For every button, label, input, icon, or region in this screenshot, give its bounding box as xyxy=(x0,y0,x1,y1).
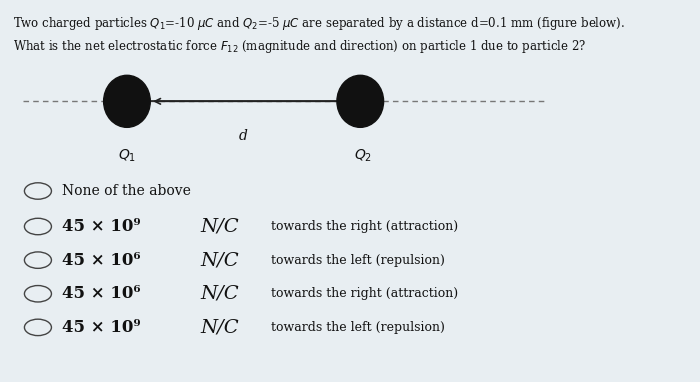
Text: towards the left (repulsion): towards the left (repulsion) xyxy=(267,254,444,267)
Text: 45 × 10⁶: 45 × 10⁶ xyxy=(62,252,147,269)
Text: Two charged particles $Q_1$=-10 $\mu C$ and $Q_2$=-5 $\mu C$ are separated by a : Two charged particles $Q_1$=-10 $\mu C$ … xyxy=(13,15,626,32)
Text: N/C: N/C xyxy=(200,251,239,269)
Text: towards the left (repulsion): towards the left (repulsion) xyxy=(267,321,444,334)
Text: 45 × 10⁹: 45 × 10⁹ xyxy=(62,319,147,336)
Text: N/C: N/C xyxy=(200,285,239,303)
Text: N/C: N/C xyxy=(200,217,239,235)
Text: N/C: N/C xyxy=(200,318,239,337)
Text: d: d xyxy=(239,129,248,143)
Ellipse shape xyxy=(337,75,384,127)
Text: 45 × 10⁹: 45 × 10⁹ xyxy=(62,218,147,235)
Text: What is the net electrostatic force $F_{12}$ (magnitude and direction) on partic: What is the net electrostatic force $F_{… xyxy=(13,38,587,55)
Text: $Q_1$: $Q_1$ xyxy=(118,148,136,164)
Ellipse shape xyxy=(104,75,150,127)
Text: None of the above: None of the above xyxy=(62,184,191,198)
Text: 45 × 10⁶: 45 × 10⁶ xyxy=(62,285,147,302)
Text: $Q_2$: $Q_2$ xyxy=(354,148,372,164)
Text: towards the right (attraction): towards the right (attraction) xyxy=(267,220,458,233)
Text: towards the right (attraction): towards the right (attraction) xyxy=(267,287,458,300)
